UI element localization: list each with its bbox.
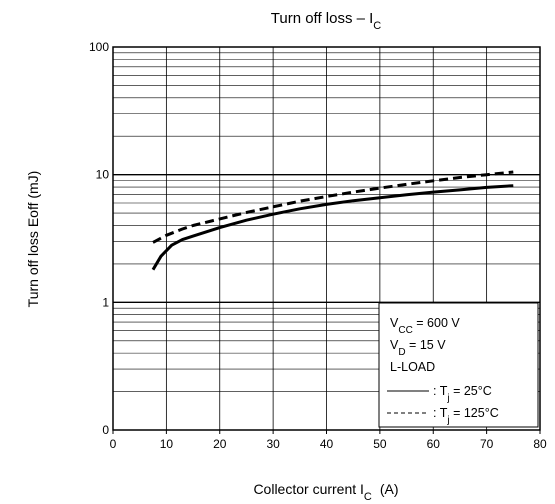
y-tick-label: 1 <box>102 295 109 309</box>
legend-condition-vd: VD = 15 V <box>390 338 446 358</box>
x-tick-label: 10 <box>160 437 174 451</box>
x-tick-labels: 0 10 20 30 40 50 60 70 80 <box>110 430 547 451</box>
x-tick-label: 20 <box>213 437 227 451</box>
x-tick-label: 70 <box>480 437 494 451</box>
legend-entry-125c: : Tj = 125°C <box>433 406 499 426</box>
x-axis-label: Collector current IC (A) <box>253 481 398 503</box>
x-tick-label: 40 <box>320 437 334 451</box>
legend-box <box>378 302 539 428</box>
y-tick-labels: 0 1 10 100 <box>89 40 109 437</box>
x-tick-label: 0 <box>110 437 117 451</box>
chart-title: Turn off loss – IC <box>271 10 382 32</box>
x-tick-label: 80 <box>533 437 547 451</box>
y-axis-label: Turn off loss Eoff (mJ) <box>25 171 41 308</box>
x-tick-label: 50 <box>373 437 387 451</box>
series-layer <box>151 170 514 271</box>
series-line-125c <box>152 170 514 244</box>
series-line-25c <box>151 184 514 271</box>
x-tick-label: 30 <box>266 437 280 451</box>
y-tick-label: 100 <box>89 40 109 54</box>
legend-entry-25c: : Tj = 25°C <box>433 384 492 404</box>
y-tick-label: 10 <box>96 168 110 182</box>
x-tick-label: 60 <box>427 437 441 451</box>
legend-condition-load: L-LOAD <box>390 360 435 374</box>
y-tick-label: 0 <box>102 423 109 437</box>
legend: VCC = 600 V VD = 15 V L-LOAD : Tj = 25°C… <box>378 302 539 428</box>
legend-condition-vcc: VCC = 600 V <box>390 316 460 336</box>
